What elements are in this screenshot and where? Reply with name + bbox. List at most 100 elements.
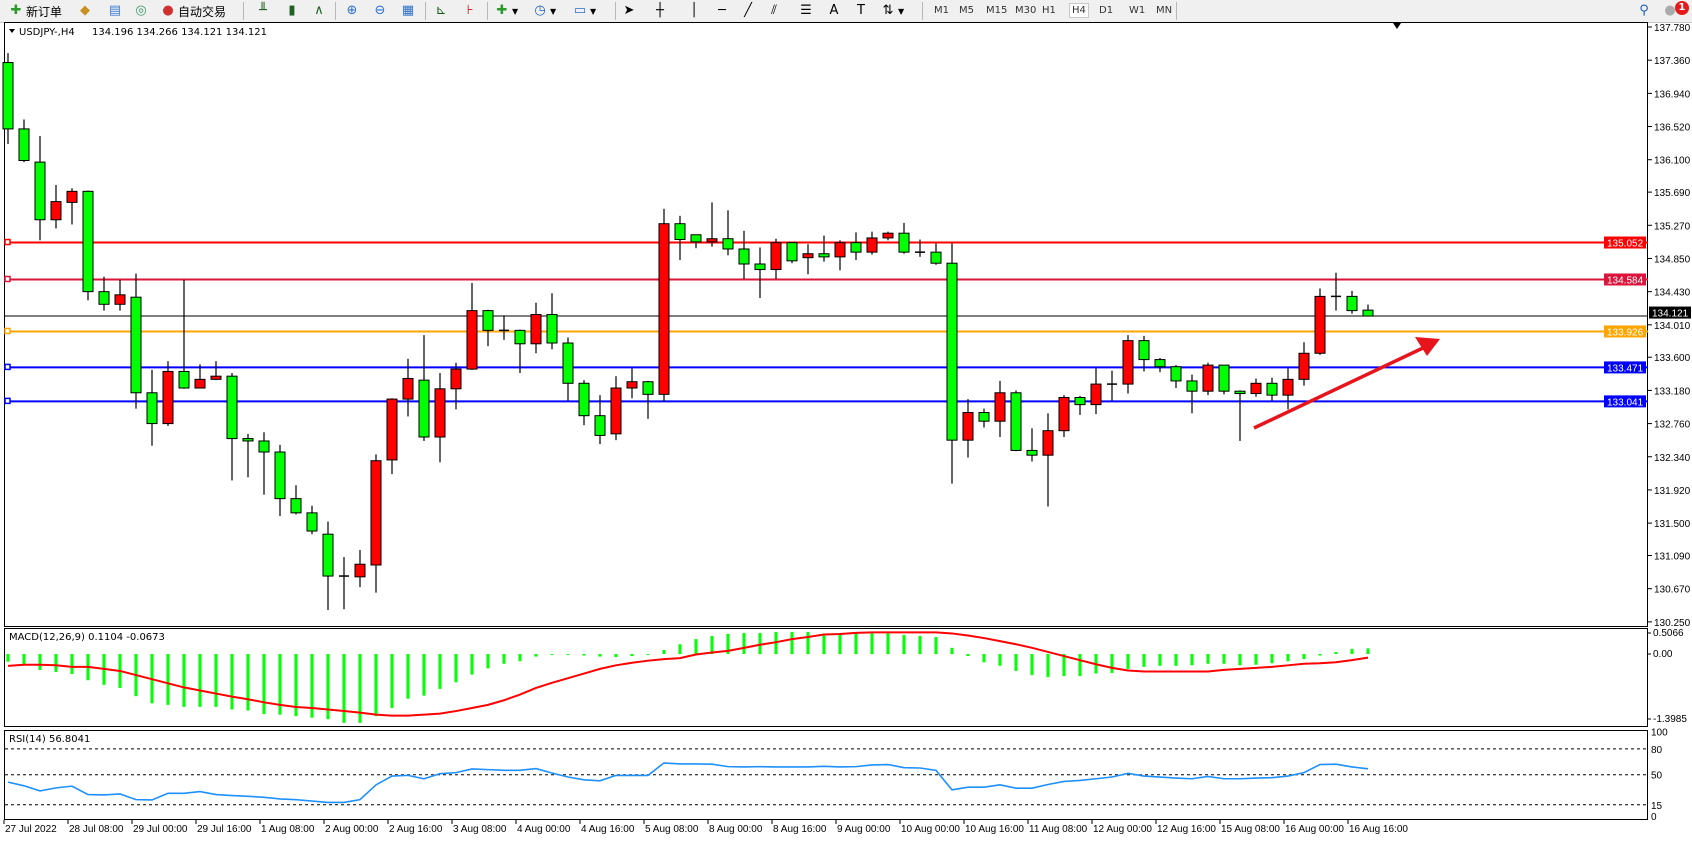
candle bbox=[146, 369, 158, 446]
new-order-icon: ✚ bbox=[10, 3, 22, 18]
period-h4[interactable]: H4 bbox=[1069, 3, 1089, 18]
arrow-head-icon[interactable] bbox=[1415, 337, 1440, 356]
horizontal-lines: 135.052 134.584 133.926 133.471 133.041 134.1… bbox=[4, 236, 1691, 408]
line-anchor-handle[interactable] bbox=[4, 275, 11, 283]
period-m30[interactable]: M30 bbox=[1015, 5, 1037, 16]
period-m5[interactable]: M5 bbox=[959, 5, 974, 16]
navigator-button[interactable]: ◎ bbox=[133, 2, 149, 20]
autoscroll-icon: ⊦ bbox=[466, 3, 474, 18]
macd-histogram-bar bbox=[230, 654, 234, 710]
arrows-button[interactable]: ⇅ ▼ bbox=[880, 2, 905, 20]
text-label-button[interactable]: T bbox=[853, 2, 869, 20]
candle-body bbox=[754, 263, 766, 271]
new-order-button[interactable]: ✚ 新订单 bbox=[8, 2, 62, 20]
macd-histogram-bar bbox=[70, 654, 74, 675]
candle bbox=[738, 230, 750, 280]
alert-button[interactable]: ● bbox=[1662, 2, 1678, 20]
candle-body bbox=[1010, 392, 1022, 451]
price-tick-label: 132.340 bbox=[1654, 453, 1691, 464]
horizontal-line-button[interactable]: ─ bbox=[714, 2, 730, 20]
time-label: 2 Aug 16:00 bbox=[389, 824, 443, 835]
arrow-shaft[interactable] bbox=[1253, 345, 1426, 430]
candle bbox=[290, 485, 302, 515]
candle-body bbox=[98, 291, 110, 305]
toolbar-separator bbox=[615, 2, 616, 20]
vertical-line-button[interactable]: │ bbox=[686, 2, 702, 20]
time-label: 11 Aug 08:00 bbox=[1029, 824, 1088, 835]
period-d1[interactable]: D1 bbox=[1099, 5, 1114, 16]
periods-button[interactable]: ◷ ▼ bbox=[532, 2, 556, 20]
navigator-icon: ◎ bbox=[135, 3, 147, 18]
auto-trading-button[interactable]: ● 自动交易 bbox=[160, 2, 226, 20]
trendline-button[interactable]: ╱ bbox=[740, 2, 756, 20]
candle-body bbox=[770, 242, 782, 271]
period-w1[interactable]: W1 bbox=[1129, 5, 1146, 16]
macd-histogram-bar bbox=[950, 647, 954, 654]
macd-histogram-bar bbox=[278, 654, 282, 715]
macd-histogram-bar bbox=[982, 654, 986, 663]
line-chart-button[interactable]: ∧ bbox=[311, 2, 327, 20]
candle-body bbox=[130, 296, 142, 394]
text-button[interactable]: A bbox=[826, 2, 842, 20]
candle-body bbox=[306, 512, 318, 532]
candle bbox=[82, 190, 94, 301]
macd-axis-label: 0.5066 bbox=[1653, 628, 1684, 639]
macd-histogram-bar bbox=[1206, 654, 1210, 664]
line-anchor-handle[interactable] bbox=[4, 327, 11, 335]
candle bbox=[706, 202, 718, 247]
macd-histogram-bar bbox=[726, 633, 730, 654]
candle-body bbox=[1074, 397, 1086, 406]
chart-shift-marker-icon[interactable] bbox=[1393, 23, 1401, 29]
symbol-header: USDJPY-,H4 bbox=[19, 27, 75, 38]
line-anchor-handle[interactable] bbox=[4, 238, 11, 246]
autoscroll-button[interactable]: ⊦ bbox=[462, 2, 478, 20]
candle bbox=[66, 188, 78, 225]
candlestick-button[interactable]: ▮ bbox=[284, 2, 300, 20]
bar-chart-button[interactable]: ╨ bbox=[255, 2, 271, 20]
time-label: 12 Aug 16:00 bbox=[1157, 824, 1216, 835]
market-watch-icon: ◆ bbox=[80, 3, 90, 18]
tile-windows-button[interactable]: ▦ bbox=[400, 2, 416, 20]
time-label: 10 Aug 00:00 bbox=[901, 824, 960, 835]
period-m15[interactable]: M15 bbox=[986, 5, 1008, 16]
period-mn[interactable]: MN bbox=[1156, 5, 1173, 16]
candle bbox=[594, 395, 606, 445]
search-button[interactable]: ⚲ bbox=[1636, 2, 1652, 20]
dropdown-arrow-icon: ▼ bbox=[550, 6, 557, 16]
macd-histogram-bar bbox=[518, 654, 522, 662]
period-h1[interactable]: H1 bbox=[1042, 5, 1056, 16]
data-window-button[interactable]: ▤ bbox=[107, 2, 123, 20]
price-line-label-bg bbox=[1604, 325, 1646, 338]
fibonacci-button[interactable]: ☰ bbox=[798, 2, 814, 20]
new-chart-button[interactable]: ✚ ▼ bbox=[494, 2, 519, 20]
chart-shift-button[interactable]: ⊾ bbox=[433, 2, 449, 20]
zoom-out-button[interactable]: ⊖ bbox=[372, 2, 388, 20]
line-anchor-handle[interactable] bbox=[4, 397, 11, 405]
candle bbox=[499, 315, 509, 340]
vertical-line-icon: │ bbox=[690, 3, 698, 18]
candle-body bbox=[434, 388, 446, 438]
equidistant-channel-button[interactable]: ⫽ bbox=[766, 2, 782, 20]
market-watch-button[interactable]: ◆ bbox=[77, 2, 93, 20]
candle-body bbox=[50, 201, 62, 221]
line-anchor-handle[interactable] bbox=[4, 363, 11, 371]
crosshair-button[interactable]: ┼ bbox=[652, 2, 668, 20]
price-tick-label: 131.920 bbox=[1654, 486, 1691, 497]
rsi-panel-border bbox=[4, 730, 1648, 820]
trend-arrow-annotation[interactable] bbox=[1253, 337, 1440, 430]
macd-histogram-bar bbox=[1238, 654, 1242, 666]
candle-body bbox=[1314, 295, 1326, 354]
macd-histogram-bar bbox=[1302, 654, 1306, 660]
templates-button[interactable]: ▭ ▼ bbox=[572, 2, 596, 20]
candle-body bbox=[610, 387, 622, 435]
macd-histogram-bar bbox=[886, 633, 890, 654]
period-m1[interactable]: M1 bbox=[934, 5, 949, 16]
macd-histogram-bar bbox=[806, 631, 810, 654]
macd-histogram-bar bbox=[166, 654, 170, 705]
zoom-in-button[interactable]: ⊕ bbox=[344, 2, 360, 20]
cursor-button[interactable]: ➤ bbox=[621, 2, 637, 20]
symbol-menu-triangle-icon[interactable] bbox=[9, 29, 15, 33]
time-label: 8 Aug 00:00 bbox=[709, 824, 763, 835]
candle bbox=[418, 335, 430, 441]
